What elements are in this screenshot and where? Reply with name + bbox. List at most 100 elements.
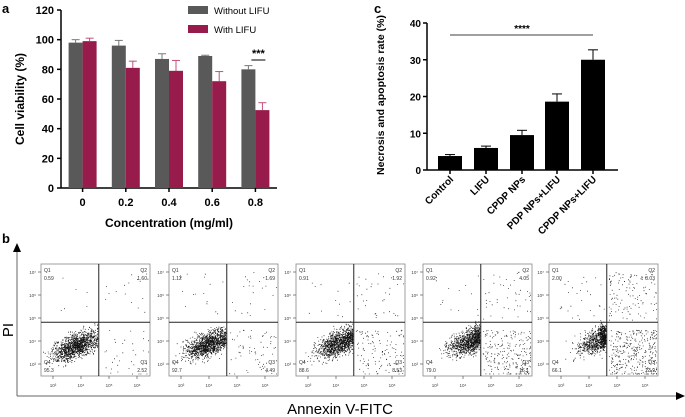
plot-frame [422,263,533,377]
x-tick-label: 10⁶ [134,383,141,388]
quadrant-name-q3: Q3 [648,360,655,366]
quadrant-name-q2: Q2 [522,268,529,274]
flow-plot-1: Q1 0.59 Q2 1.60 Q3 2.52 Q4 95.3 10³ 10⁴ 10⁵ 10⁶ 10³ 1… [29,263,151,388]
y-tick-label: 20 [410,93,422,104]
x-tick-label: 10⁶ [262,383,269,388]
quadrant-value-q4: 95.3 [44,368,54,374]
plot-frame [40,263,151,377]
x-axis-title: Concentration (mg/ml) [105,216,233,230]
y-tick-label: 10 [410,129,422,140]
scatter-points [43,273,149,375]
y-tick-label: 10³ [29,362,36,367]
y-tick-label: 10⁴ [284,339,291,344]
quadrant-value-q2: 1.92 [392,276,402,282]
x-tick-label: 10⁵ [234,383,241,388]
y-tick-label: 10⁵ [284,316,291,321]
quadrant-name-q1: Q1 [552,268,559,274]
x-tick-label: 10³ [432,383,439,388]
y-tick-label: 10⁶ [537,293,544,298]
bar-without-lifu [155,58,169,189]
quadrant-value-q1: 2.00 [552,276,562,282]
quadrant-value-q2: 4.05 [519,276,529,282]
legend-swatch [188,6,208,14]
bar-with-lifu [82,41,97,189]
bar-without-lifu [241,69,256,188]
y-tick-label: 20 [42,153,54,165]
quadrant-name-q3: Q3 [268,360,275,366]
arrowhead-right [676,392,685,400]
y-tick-label: 10⁴ [29,339,36,344]
x-tick-label: 10⁶ [516,383,523,388]
y-tick-label: 10³ [157,362,164,367]
y-tick-label: 10⁷ [157,270,164,275]
y-tick-label: 10⁵ [29,316,36,321]
x-tick-label: 0.2 [118,197,133,209]
chart-a: 0 20 40 60 80 100 120 0 0.2 0.4 0.6 0.8 Concentratio… [13,5,277,230]
y-tick-label: 10⁴ [157,339,164,344]
x-tick-label: 0.8 [248,197,263,209]
y-axis-title: Cell viability (%) [13,53,27,145]
quadrant-value-q3: 8.53 [392,368,402,374]
quadrant-name-q2: Q2 [648,268,655,274]
y-tick-label: 10⁷ [29,270,36,275]
quadrant-value-q2: 1.69 [265,276,275,282]
y-tick-label: 120 [36,5,54,17]
bar [545,101,569,170]
x-tick-label: 10⁵ [614,383,621,388]
x-tick-label: LIFU [469,174,492,197]
quadrant-name-q4: Q4 [299,360,306,366]
flow-plot-2: Q1 1.12 Q2 1.69 Q3 4.49 Q4 92.7 10³ 10⁴ 10⁵ 10⁶ 10³ 1… [157,263,279,388]
quadrant-value-q1: 0.91 [299,276,309,282]
legend-label: With LIFU [214,25,256,36]
bar-without-lifu [111,45,126,188]
y-axis-title: PI [0,323,17,337]
chart-b: PI Annexin V-FITC Q1 0.59 Q2 1.60 Q3 2.52 Q4 95.3… [0,243,685,417]
quadrant-value-q1: 0.92 [426,276,436,282]
y-tick-label: 10⁶ [29,293,36,298]
plot-frame [168,263,279,377]
scatter-points [304,273,404,375]
quadrant-value-q3: 23.9 [645,368,655,374]
quadrant-value-q3: 4.49 [265,368,275,374]
y-tick-label: 10⁵ [537,316,544,321]
quadrant-name-q1: Q1 [299,268,306,274]
bar [474,147,498,170]
panel-label-c: c [374,1,381,16]
y-tick-label: 30 [410,56,422,67]
y-tick-label: 10⁶ [411,293,418,298]
quadrant-name-q4: Q4 [426,360,433,366]
plot-frame [295,263,406,377]
y-tick-label: 80 [42,64,54,76]
x-tick-label: 10⁴ [460,383,467,388]
quadrant-name-q3: Q3 [140,360,147,366]
quadrant-name-q3: Q3 [522,360,529,366]
panel-label-b: b [2,231,10,246]
legend-swatch [188,25,208,33]
y-tick-label: 10⁵ [157,316,164,321]
flow-plot-3: Q1 0.91 Q2 1.92 Q3 8.53 Q4 88.6 10³ 10⁴ 10⁵ 10⁶ 10³ 1… [284,263,406,388]
bar-with-lifu [255,110,270,188]
quadrant-name-q3: Q3 [395,360,402,366]
x-tick-label: 0.6 [205,197,220,209]
x-axis-title: Annexin V-FITC [287,401,393,417]
quadrant-value-q4: 79.0 [426,368,436,374]
x-tick-label: 10⁶ [389,383,396,388]
bar-without-lifu [68,42,83,189]
quadrant-value-q3: 16.1 [519,368,529,374]
panel-label-a: a [2,1,10,16]
x-tick-label: 10⁴ [333,383,340,388]
bar [581,59,605,170]
quadrant-value-q4: 92.7 [172,368,182,374]
x-tick-label: 10⁴ [206,383,213,388]
quadrant-name-q1: Q1 [426,268,433,274]
y-tick-label: 10⁷ [411,270,418,275]
y-tick-label: 10⁷ [537,270,544,275]
y-tick-label: 100 [36,35,54,47]
plot-frame [548,263,659,377]
x-tick-label: 10³ [305,383,312,388]
quadrant-name-q1: Q1 [172,268,179,274]
quadrant-name-q4: Q4 [44,360,51,366]
y-axis-title: Necrosis and apoptosis rate (%) [375,15,387,175]
y-tick-label: 10³ [537,362,544,367]
